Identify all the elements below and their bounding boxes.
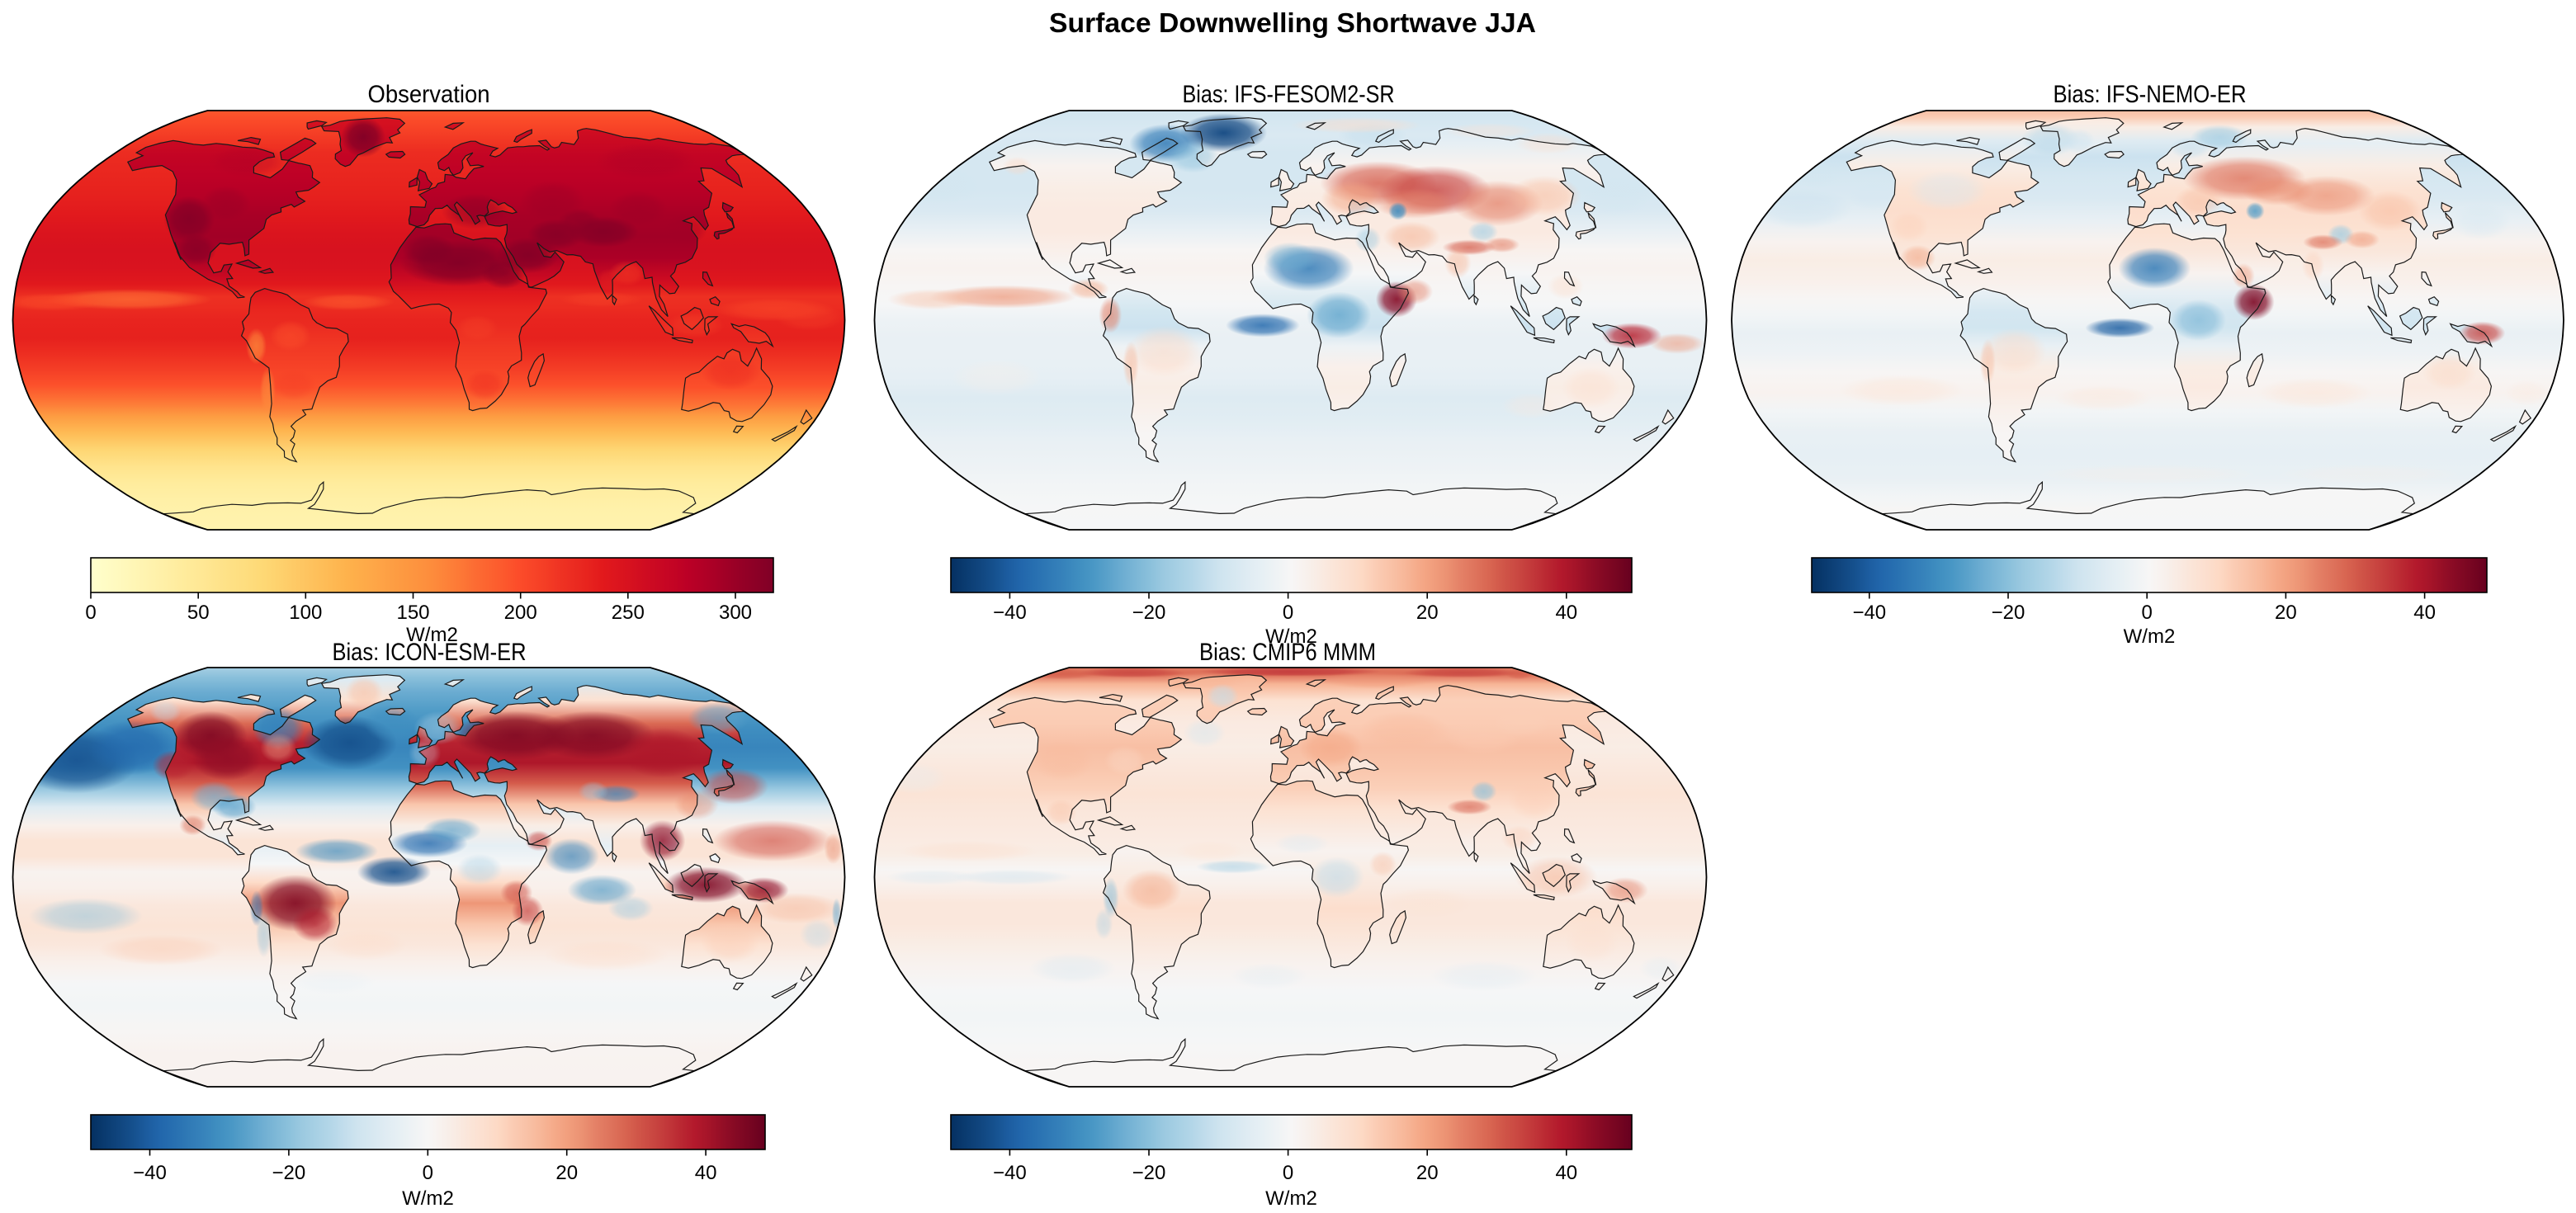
svg-text:40: 40 [1555,602,1577,624]
svg-text:Bias: IFS-FESOM2-SR: Bias: IFS-FESOM2-SR [1183,81,1395,108]
svg-text:0: 0 [1283,1162,1293,1184]
svg-text:−20: −20 [1132,1162,1166,1184]
svg-text:−20: −20 [1132,602,1166,624]
svg-text:150: 150 [396,602,429,624]
svg-text:Bias: IFS-NEMO-ER: Bias: IFS-NEMO-ER [2054,81,2247,108]
svg-text:W/m2: W/m2 [2124,625,2176,648]
svg-text:20: 20 [1416,1162,1439,1184]
svg-text:Bias: ICON-ESM-ER: Bias: ICON-ESM-ER [333,639,527,666]
svg-text:300: 300 [719,602,752,624]
svg-text:250: 250 [612,602,645,624]
svg-text:−20: −20 [272,1162,306,1184]
svg-text:−40: −40 [1852,602,1886,624]
svg-text:40: 40 [695,1162,717,1184]
svg-text:200: 200 [504,602,537,624]
svg-text:20: 20 [555,1162,578,1184]
svg-text:−40: −40 [993,1162,1027,1184]
svg-text:Bias: CMIP6 MMM: Bias: CMIP6 MMM [1199,639,1376,666]
svg-text:20: 20 [1416,602,1439,624]
svg-text:−40: −40 [133,1162,167,1184]
svg-text:W/m2: W/m2 [1265,625,1317,648]
svg-text:W/m2: W/m2 [406,624,458,646]
svg-text:W/m2: W/m2 [402,1187,454,1210]
svg-text:0: 0 [1283,602,1293,624]
svg-text:0: 0 [85,602,96,624]
svg-text:40: 40 [2413,602,2436,624]
svg-text:40: 40 [1555,1162,1577,1184]
svg-text:−20: −20 [1992,602,2025,624]
svg-text:0: 0 [2142,602,2153,624]
svg-text:W/m2: W/m2 [1265,1187,1317,1210]
svg-text:50: 50 [187,602,210,624]
svg-text:0: 0 [423,1162,433,1184]
svg-text:Observation: Observation [368,81,490,108]
svg-text:100: 100 [289,602,322,624]
svg-text:Surface Downwelling Shortwave: Surface Downwelling Shortwave JJA [1049,8,1536,39]
svg-text:−40: −40 [993,602,1027,624]
svg-text:20: 20 [2275,602,2297,624]
